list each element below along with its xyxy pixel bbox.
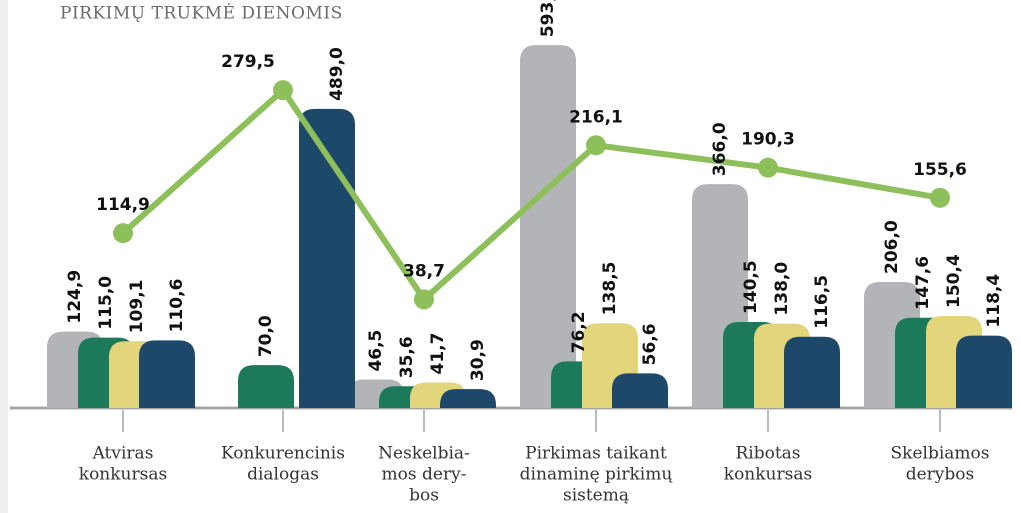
bar-value-label: 489,0: [327, 47, 347, 101]
bar: [520, 45, 576, 408]
x-tick-label: Ribotas: [735, 444, 800, 464]
bar-value-label: 109,1: [127, 279, 147, 333]
bar: [238, 365, 294, 408]
bar-value-label: 366,0: [710, 122, 730, 176]
bar-value-label: 110,6: [167, 279, 187, 333]
bar-value-label: 30,9: [468, 339, 488, 381]
bar-value-label: 118,4: [984, 274, 1004, 328]
bar-value-label: 593,2: [538, 0, 558, 37]
bar-value-label: 150,4: [944, 254, 964, 308]
line-point: [586, 135, 606, 156]
x-tick-label: Pirkimas taikant: [525, 444, 667, 464]
line-point: [113, 223, 133, 244]
bar-value-label: 138,0: [772, 262, 792, 316]
x-tick-label: dinaminę pirkimų: [520, 465, 673, 485]
line-value-label: 38,7: [403, 261, 445, 281]
bar-value-label: 46,5: [366, 330, 386, 372]
chart-title: PIRKIMŲ TRUKMĖ DIENOMIS: [60, 3, 343, 24]
x-tick-label: mos dery-: [382, 465, 467, 485]
bar: [612, 373, 668, 408]
x-tick-label: sistemą: [563, 486, 629, 506]
line: [121, 87, 941, 303]
bar-value-label: 124,9: [65, 270, 85, 324]
line-point: [930, 187, 950, 208]
x-tick-label: derybos: [906, 465, 975, 485]
bar-value-label: 41,7: [428, 333, 448, 375]
x-tick-label: Konkurencinis: [221, 444, 345, 464]
bar-value-label: 76,2: [569, 311, 589, 353]
bar: [956, 335, 1012, 408]
bar-value-label: 115,0: [96, 276, 116, 330]
x-tick-label: konkursas: [724, 465, 812, 485]
bar-value-label: 35,6: [397, 336, 417, 378]
bar-value-label: 70,0: [256, 315, 276, 357]
bar-value-label: 138,5: [600, 262, 620, 316]
x-tick-label: konkursas: [79, 465, 167, 485]
bar-value-label: 140,5: [741, 260, 761, 314]
line-value-label: 114,9: [96, 195, 150, 215]
x-tick-label: bos: [409, 486, 439, 506]
line-point: [414, 289, 434, 310]
line-value-label: 279,5: [221, 52, 275, 72]
line-value-label: 216,1: [569, 107, 623, 127]
bar-value-label: 147,6: [913, 256, 933, 310]
line-point: [758, 157, 778, 178]
x-tick-label: dialogas: [247, 465, 319, 485]
bar: [440, 389, 496, 408]
bar: [139, 340, 195, 408]
line-point: [273, 80, 293, 101]
bar: [299, 108, 355, 409]
bar-value-label: 206,0: [882, 220, 902, 274]
x-tick-label: Atviras: [92, 444, 154, 464]
bar-value-label: 116,5: [812, 275, 832, 329]
bar-value-label: 56,6: [640, 323, 660, 365]
edge: [0, 0, 8, 513]
line-value-label: 155,6: [913, 160, 967, 180]
x-tick-label: Skelbiamos: [891, 444, 990, 464]
line-value-label: 190,3: [741, 130, 795, 150]
x-tick-label: Neskelbia-: [378, 444, 470, 464]
bar: [784, 336, 840, 408]
